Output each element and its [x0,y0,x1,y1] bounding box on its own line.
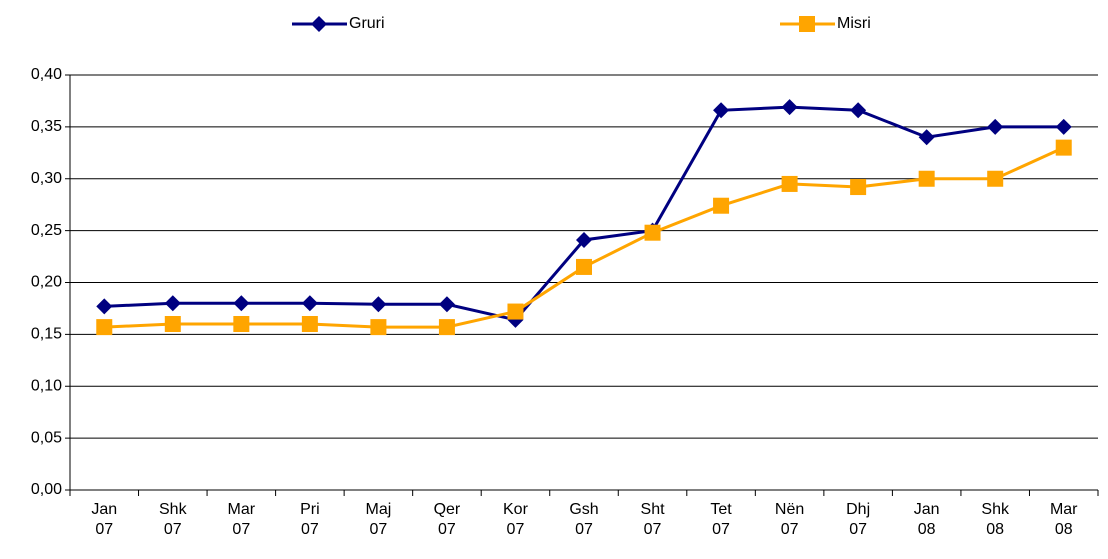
y-tick-label: 0,00 [31,481,62,498]
marker [301,316,318,332]
x-tick-label: Nën 07 [774,501,805,538]
x-tick-label: Mar 07 [227,501,256,538]
x-tick-label: Dhj 07 [846,501,871,538]
y-tick-label: 0,35 [31,118,62,135]
line [104,105,1064,322]
x-tick-label: Gsh 07 [569,501,599,538]
marker [438,296,455,313]
marker [918,170,935,187]
marker [301,295,318,312]
marker [781,99,798,116]
marker [311,16,327,32]
x-tick-label: Pri 07 [300,501,320,538]
marker [438,319,455,336]
x-tick-label: Tet 07 [710,501,732,538]
x-tick-label: Shk 07 [159,501,187,538]
marker [799,16,815,32]
marker [987,118,1004,135]
marker [850,179,867,196]
marker [370,296,387,313]
x-tick-label: Jan 08 [913,501,940,538]
y-tick-label: 0,15 [31,326,62,343]
y-tick-label: 0,30 [31,170,62,187]
marker [164,316,181,332]
y-tick-label: 0,25 [31,222,62,239]
marker [918,129,935,146]
y-tick-label: 0,40 [31,66,62,83]
legend-label: Misri [837,15,871,32]
marker [1055,139,1072,156]
x-tick-label: Kor 07 [503,501,528,538]
marker [96,298,113,315]
x-tick-label: Maj 07 [365,501,392,538]
marker [233,316,250,332]
y-tick-label: 0,20 [31,274,62,291]
marker [96,319,113,336]
x-tick-label: Sht 07 [640,501,665,538]
y-tick-label: 0,05 [31,429,62,446]
marker [233,295,250,312]
marker [576,231,592,248]
x-tick-label: Mar 08 [1049,501,1078,538]
x-tick-label: Jan 07 [91,501,118,538]
marker [576,258,592,275]
marker [713,102,730,119]
marker [781,175,798,192]
marker [1055,118,1072,135]
marker [713,197,730,214]
y-tick-label: 0,10 [31,377,62,394]
marker [507,303,524,320]
marker [987,170,1004,187]
x-tick-label: Shk 08 [981,501,1009,538]
x-tick-label: Qer 07 [433,501,461,538]
marker [850,102,867,119]
marker [370,319,387,336]
legend-label: Gruri [349,15,385,32]
marker [164,295,181,312]
marker [644,224,661,241]
